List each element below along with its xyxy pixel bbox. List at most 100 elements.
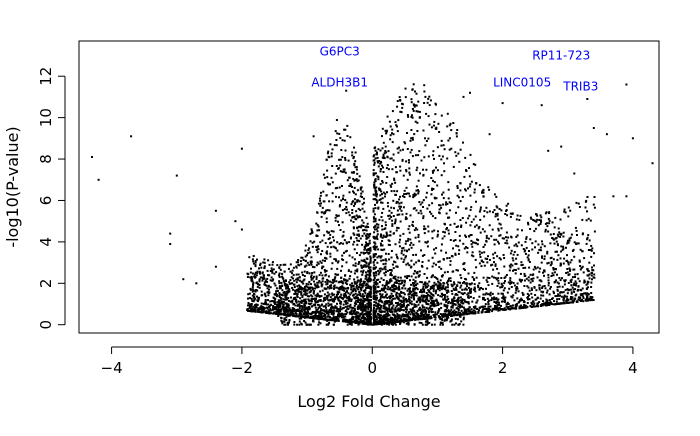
data-point	[305, 302, 308, 305]
data-point	[254, 275, 257, 278]
data-point	[512, 281, 515, 284]
data-point	[365, 271, 367, 274]
data-point	[590, 297, 593, 300]
data-point	[372, 261, 375, 264]
data-point	[300, 317, 303, 320]
data-point	[586, 282, 589, 285]
data-point	[436, 286, 439, 289]
data-point	[501, 292, 504, 295]
data-point	[399, 276, 402, 279]
data-point	[317, 318, 320, 321]
data-point	[427, 97, 430, 100]
data-point	[383, 296, 386, 299]
data-point	[422, 168, 424, 171]
data-point	[277, 315, 280, 317]
data-point	[369, 321, 372, 324]
data-point	[546, 262, 549, 265]
data-point	[500, 300, 503, 303]
data-point	[269, 300, 272, 303]
data-point	[375, 318, 378, 321]
data-point	[278, 293, 281, 296]
data-point	[322, 265, 325, 268]
data-point	[529, 281, 532, 284]
data-point	[544, 228, 547, 231]
data-point	[431, 170, 434, 173]
data-point	[321, 259, 324, 262]
data-point	[453, 309, 456, 312]
data-point	[351, 151, 354, 154]
data-point	[435, 127, 438, 130]
data-point	[390, 296, 393, 299]
data-point	[531, 296, 534, 299]
data-point	[572, 283, 575, 286]
data-point	[344, 250, 347, 253]
data-point	[368, 291, 371, 294]
data-point	[257, 300, 259, 303]
data-point	[569, 279, 572, 282]
data-point	[358, 239, 360, 242]
data-point	[283, 291, 286, 293]
data-point	[431, 215, 434, 218]
data-point	[335, 317, 337, 320]
data-point	[528, 261, 531, 263]
data-point	[393, 179, 396, 182]
data-point	[372, 159, 375, 162]
data-point	[380, 233, 382, 236]
data-point	[360, 251, 363, 254]
data-point	[360, 266, 363, 269]
data-point	[316, 284, 319, 287]
data-point	[328, 200, 331, 203]
data-point	[294, 304, 297, 307]
data-point	[488, 277, 491, 279]
data-point	[587, 298, 589, 301]
data-point	[367, 308, 370, 311]
data-point	[516, 282, 519, 285]
data-point	[327, 312, 330, 315]
data-point	[316, 292, 319, 295]
data-point	[406, 289, 409, 292]
data-point	[547, 279, 550, 282]
data-point	[377, 306, 380, 309]
data-point	[403, 258, 406, 261]
data-point	[330, 306, 333, 309]
data-point	[426, 286, 429, 289]
data-point	[439, 284, 442, 287]
data-point	[552, 237, 555, 240]
data-point	[368, 292, 371, 295]
data-point	[459, 189, 462, 192]
data-point	[355, 178, 358, 181]
data-point	[324, 242, 327, 245]
data-point	[275, 311, 278, 314]
data-point	[340, 287, 343, 290]
data-point	[363, 321, 366, 324]
data-point	[388, 322, 391, 325]
data-point	[404, 287, 407, 290]
data-point	[574, 276, 576, 278]
data-point	[291, 307, 294, 309]
data-point	[389, 125, 392, 128]
data-point	[576, 300, 579, 303]
data-point	[320, 318, 323, 320]
data-point	[408, 275, 410, 278]
data-point	[261, 305, 264, 308]
data-point	[485, 206, 488, 209]
data-point	[556, 288, 559, 291]
data-point	[548, 219, 551, 222]
data-point	[334, 216, 337, 219]
data-point	[365, 235, 368, 238]
data-point	[350, 284, 353, 287]
data-point	[451, 270, 454, 273]
data-point	[280, 309, 283, 312]
data-point	[416, 315, 419, 318]
data-point	[383, 310, 386, 313]
data-point	[342, 194, 345, 197]
data-point	[373, 272, 375, 275]
data-point	[566, 242, 569, 245]
data-point	[487, 237, 490, 240]
data-point	[572, 248, 575, 251]
data-point	[383, 288, 385, 291]
data-point	[312, 275, 315, 278]
data-point	[331, 292, 334, 295]
data-point	[415, 110, 418, 113]
data-point	[294, 289, 297, 292]
